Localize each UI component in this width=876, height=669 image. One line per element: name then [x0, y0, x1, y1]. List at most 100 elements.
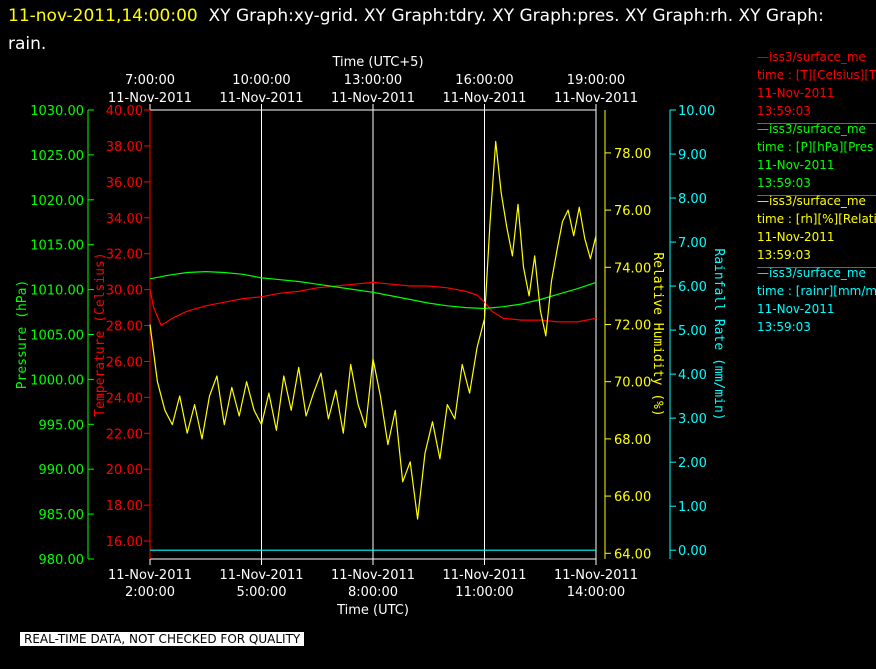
x-tick-label: 14:00:00 — [567, 585, 625, 600]
rh-tick-label: 68.00 — [614, 433, 651, 448]
legend-text: time : [P][hPa][Pres — [757, 140, 874, 154]
top-tick-label: 11-Nov-2011 — [554, 91, 638, 106]
legend-text: time : [rh][%][Relati — [757, 212, 876, 226]
top-tick-label: 7:00:00 — [125, 73, 175, 88]
temperature-tick-label: 32.00 — [106, 248, 143, 263]
legend-separator — [757, 195, 876, 196]
rain-tick-label: 7.00 — [678, 236, 707, 251]
rh-tick-label: 70.00 — [614, 376, 651, 391]
legend-text: 13:59:03 — [757, 176, 811, 190]
x-tick-label: 11:00:00 — [455, 585, 513, 600]
rain-tick-label: 5.00 — [678, 324, 707, 339]
temperature-tick-label: 22.00 — [106, 427, 143, 442]
pressure-tick-label: 990.00 — [39, 463, 85, 478]
x-tick-label: 11-Nov-2011 — [108, 568, 192, 583]
top-tick-label: 11-Nov-2011 — [219, 91, 303, 106]
graph-list-continued: rain. — [8, 34, 47, 54]
pressure-tick-label: 1005.00 — [30, 329, 84, 344]
rh-tick-label: 78.00 — [614, 147, 651, 162]
legend-text: 13:59:03 — [757, 104, 811, 118]
quality-warning-label: REAL-TIME DATA, NOT CHECKED FOR QUALITY — [20, 632, 305, 646]
rain-tick-label: 6.00 — [678, 280, 707, 295]
pressure-tick-label: 1020.00 — [30, 194, 84, 209]
top-tick-label: 11-Nov-2011 — [331, 91, 415, 106]
legend-text: 11-Nov-2011 — [757, 302, 835, 316]
rain-tick-label: 10.00 — [678, 104, 715, 119]
pressure-axis-title: Pressure (hPa) — [15, 280, 30, 390]
legend-text: —iss3/surface_me — [757, 266, 866, 280]
temperature-series-line — [149, 281, 597, 327]
rain-tick-label: 8.00 — [678, 192, 707, 207]
pressure-series-line — [149, 271, 597, 310]
pressure-tick-label: 1000.00 — [30, 373, 84, 388]
temperature-tick-label: 38.00 — [106, 140, 143, 155]
rain-tick-label: 1.00 — [678, 500, 707, 515]
temperature-tick-label: 24.00 — [106, 391, 143, 406]
x-tick-label: 8:00:00 — [348, 585, 398, 600]
rain-tick-label: 3.00 — [678, 412, 707, 427]
temperature-tick-label: 34.00 — [106, 212, 143, 227]
top-tick-label: 16:00:00 — [455, 73, 513, 88]
temperature-tick-label: 30.00 — [106, 284, 143, 299]
graph-header: 11-nov-2011,14:00:00 XY Graph:xy-grid. X… — [8, 2, 858, 58]
x-tick-label: 11-Nov-2011 — [442, 568, 526, 583]
top-tick-label: 19:00:00 — [567, 73, 625, 88]
pressure-tick-label: 1030.00 — [30, 104, 84, 119]
temperature-tick-label: 40.00 — [106, 104, 143, 119]
pressure-tick-label: 1025.00 — [30, 149, 84, 164]
rh-tick-label: 72.00 — [614, 318, 651, 333]
top-tick-label: 10:00:00 — [232, 73, 290, 88]
rh-tick-label: 74.00 — [614, 261, 651, 276]
x-tick-label: 11-Nov-2011 — [554, 568, 638, 583]
temperature-tick-label: 36.00 — [106, 176, 143, 191]
pressure-tick-label: 995.00 — [39, 418, 85, 433]
temperature-tick-label: 18.00 — [106, 499, 143, 514]
pressure-tick-label: 980.00 — [39, 553, 85, 568]
pressure-tick-label: 1015.00 — [30, 239, 84, 254]
legend-text: time : [rainr][mm/mi — [757, 284, 876, 298]
rain-tick-label: 4.00 — [678, 368, 707, 383]
legend-separator — [757, 123, 876, 124]
legend-text: time : [T][Celsius][T — [757, 68, 876, 82]
legend-text: 13:59:03 — [757, 248, 811, 262]
rh-series-line — [149, 140, 597, 520]
legend-text: —iss3/surface_me — [757, 50, 866, 64]
legend-text: 11-Nov-2011 — [757, 158, 835, 172]
legend-entry-temperature[interactable]: —iss3/surface_me time : [T][Celsius][T 11-… — [757, 48, 876, 124]
temperature-tick-label: 28.00 — [106, 320, 143, 335]
graph-list: XY Graph:xy-grid. XY Graph:tdry. XY Grap… — [208, 6, 824, 26]
legend-text: —iss3/surface_me — [757, 122, 866, 136]
top-axis-title: Time (UTC+5) — [331, 55, 423, 70]
rain-tick-label: 9.00 — [678, 148, 707, 163]
temperature-tick-label: 26.00 — [106, 355, 143, 370]
x-tick-label: 5:00:00 — [236, 585, 286, 600]
rain-tick-label: 0.00 — [678, 544, 707, 559]
x-tick-label: 11-Nov-2011 — [219, 568, 303, 583]
legend-text: 11-Nov-2011 — [757, 230, 835, 244]
top-tick-label: 13:00:00 — [344, 73, 402, 88]
x-axis-title: Time (UTC) — [336, 603, 409, 618]
temperature-tick-label: 16.00 — [106, 535, 143, 550]
top-tick-label: 11-Nov-2011 — [442, 91, 526, 106]
rain-tick-label: 2.00 — [678, 456, 707, 471]
top-tick-label: 11-Nov-2011 — [108, 91, 192, 106]
pressure-tick-label: 985.00 — [39, 508, 85, 523]
rh-tick-label: 64.00 — [614, 547, 651, 562]
temperature-axis-title: Temperature (Celsius) — [93, 252, 108, 416]
temperature-tick-label: 20.00 — [106, 463, 143, 478]
rh-axis-title: Relative Humidity (%) — [650, 252, 665, 416]
rh-tick-label: 66.00 — [614, 490, 651, 505]
legend-separator — [757, 267, 876, 268]
timestamp: 11-nov-2011,14:00:00 — [8, 6, 198, 26]
rain-axis-title: Rainfall Rate (mm/min) — [711, 248, 726, 420]
legend-text: 13:59:03 — [757, 320, 811, 334]
x-tick-label: 2:00:00 — [125, 585, 175, 600]
legend-text: —iss3/surface_me — [757, 194, 866, 208]
rh-tick-label: 76.00 — [614, 204, 651, 219]
x-tick-label: 11-Nov-2011 — [331, 568, 415, 583]
pressure-tick-label: 1010.00 — [30, 284, 84, 299]
